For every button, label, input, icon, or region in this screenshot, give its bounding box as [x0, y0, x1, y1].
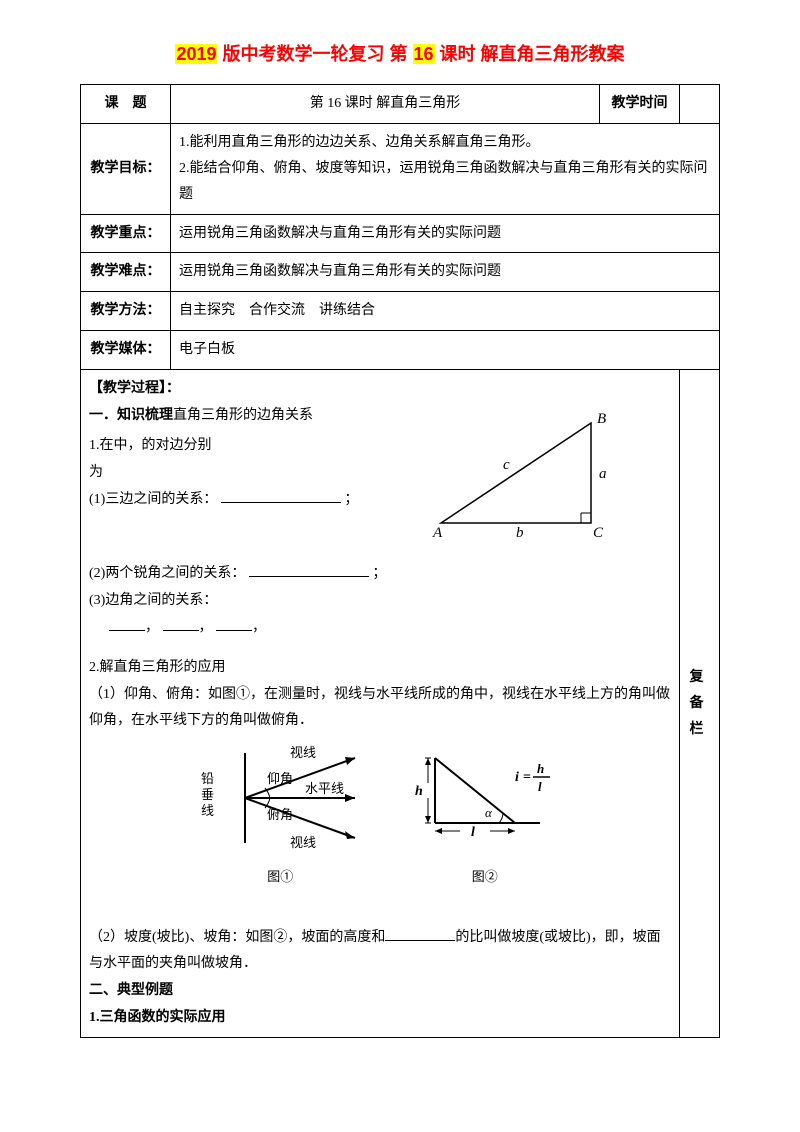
diagram2: h l α i = h l — [405, 743, 565, 853]
triangle-diagram: A B C a b c — [421, 403, 631, 543]
process-head: 【教学过程】： — [89, 376, 671, 403]
s1-r1-tail: ； — [344, 492, 358, 507]
diagram1-wrap: 视线 仰角 俯角 水平线 视线 铅 垂 线 图① — [195, 743, 365, 889]
s1-sub: 直角三角形的边角关系 — [173, 408, 313, 423]
d2-fl: l — [538, 779, 542, 794]
s1-head: 一．知识梳理 — [89, 408, 173, 423]
row-goal: 教学目标： 1.能利用直角三角形的边边关系、边角关系解直角三角形。 2.能结合仰… — [81, 123, 720, 214]
triangle-block: 1.在中，的对边分别 为 (1)三边之间的关系： ； A B C a b c — [89, 433, 671, 553]
goal-label: 教学目标： — [81, 123, 171, 214]
topic-label: 课 题 — [81, 85, 171, 124]
d2-cap: 图② — [405, 865, 565, 889]
blank-1 — [221, 489, 341, 503]
d2-fh: h — [537, 761, 544, 776]
blank-3c — [216, 617, 252, 631]
d2-feq: = — [523, 770, 531, 785]
blank-4 — [385, 927, 455, 941]
row-method: 教学方法： 自主探究 合作交流 讲练结合 — [81, 292, 720, 331]
spacer — [89, 641, 671, 655]
method-label: 教学方法： — [81, 292, 171, 331]
time-label: 教学时间 — [600, 85, 680, 124]
s1-r3-line: (3)边角之间的关系： — [89, 588, 671, 615]
lesson-table: 课 题 第 16 课时 解直角三角形 教学时间 教学目标： 1.能利用直角三角形… — [80, 84, 720, 1038]
method-value: 自主探究 合作交流 讲练结合 — [171, 292, 720, 331]
topic-value: 第 16 课时 解直角三角形 — [171, 85, 600, 124]
s2-head: 2.解直角三角形的应用 — [89, 655, 671, 682]
blank-2 — [249, 563, 369, 577]
d1-down: 俯角 — [267, 807, 293, 822]
row-process: 【教学过程】： 一．知识梳理直角三角形的边角关系 1.在中，的对边分别 为 (1… — [81, 370, 720, 1038]
title-seg2: 版中考数学一轮复习 第 — [217, 44, 412, 64]
d2-fi: i — [515, 770, 519, 785]
media-label: 教学媒体： — [81, 331, 171, 370]
ex-head: 二、典型例题 — [89, 978, 671, 1005]
s2-p1: （1）仰角、俯角：如图①，在测量时，视线与水平线所成的角中，视线在水平线上方的角… — [89, 682, 671, 735]
blank-3a — [109, 617, 145, 631]
review-column: 复 备 栏 — [680, 370, 720, 1038]
s1-r3: (3)边角之间的关系： — [89, 593, 217, 608]
s2-p2a: （2）坡度(坡比)、坡角：如图②，坡面的高度和 — [89, 930, 385, 945]
d1-cap: 图① — [195, 865, 365, 889]
review-label: 复 备 栏 — [690, 670, 710, 737]
d1-vl1: 铅 — [201, 771, 214, 786]
title-seg4: 课时 解直角三角形教案 — [435, 44, 625, 64]
tri-b: b — [516, 525, 524, 541]
d1-sight1: 视线 — [290, 745, 316, 760]
media-value: 电子白板 — [171, 331, 720, 370]
d2-l: l — [471, 825, 475, 840]
s1-r1: (1)三边之间的关系： — [89, 492, 217, 507]
d1-sight2: 视线 — [290, 835, 316, 850]
d1-horiz: 水平线 — [305, 781, 344, 796]
row-media: 教学媒体： 电子白板 — [81, 331, 720, 370]
s1-r2-tail: ； — [372, 566, 386, 581]
process-main: 【教学过程】： 一．知识梳理直角三角形的边角关系 1.在中，的对边分别 为 (1… — [81, 370, 680, 1038]
diagram-row: 视线 仰角 俯角 水平线 视线 铅 垂 线 图① — [89, 743, 671, 889]
tri-c: c — [503, 457, 510, 473]
tri-a: a — [599, 466, 607, 482]
diagram2-wrap: h l α i = h l 图② — [405, 743, 565, 889]
ex-sub: 1.三角函数的实际应用 — [89, 1005, 671, 1032]
tri-C: C — [593, 525, 604, 541]
d1-up: 仰角 — [267, 771, 293, 786]
difficulty-label: 教学难点： — [81, 253, 171, 292]
time-value — [680, 85, 720, 124]
diagram1: 视线 仰角 俯角 水平线 视线 铅 垂 线 — [195, 743, 365, 853]
keypoint-label: 教学重点： — [81, 214, 171, 253]
row-difficulty: 教学难点： 运用锐角三角函数解决与直角三角形有关的实际问题 — [81, 253, 720, 292]
spacer2 — [89, 907, 671, 925]
page-title: 2019 版中考数学一轮复习 第 16 课时 解直角三角形教案 — [80, 40, 720, 66]
difficulty-value: 运用锐角三角函数解决与直角三角形有关的实际问题 — [171, 253, 720, 292]
title-seg1: 2019 — [175, 44, 217, 64]
s1-blanks-line: ， ， ， — [89, 615, 671, 642]
row-keypoint: 教学重点： 运用锐角三角函数解决与直角三角形有关的实际问题 — [81, 214, 720, 253]
s1-r2-line: (2)两个锐角之间的关系： ； — [89, 561, 671, 588]
title-seg3: 16 — [413, 44, 435, 64]
keypoint-value: 运用锐角三角函数解决与直角三角形有关的实际问题 — [171, 214, 720, 253]
row-topic: 课 题 第 16 课时 解直角三角形 教学时间 — [81, 85, 720, 124]
goal-value: 1.能利用直角三角形的边边关系、边角关系解直角三角形。 2.能结合仰角、俯角、坡… — [171, 123, 720, 214]
tri-B: B — [597, 411, 606, 427]
blank-3b — [163, 617, 199, 631]
d1-vl3: 线 — [201, 803, 214, 818]
d2-h: h — [415, 784, 423, 799]
s1-r2: (2)两个锐角之间的关系： — [89, 566, 245, 581]
d1-vl2: 垂 — [201, 787, 214, 802]
tri-A: A — [432, 525, 443, 541]
s2-p2-line: （2）坡度(坡比)、坡角：如图②，坡面的高度和的比叫做坡度(或坡比)，即，坡面与… — [89, 925, 671, 978]
d2-alpha: α — [485, 805, 493, 820]
